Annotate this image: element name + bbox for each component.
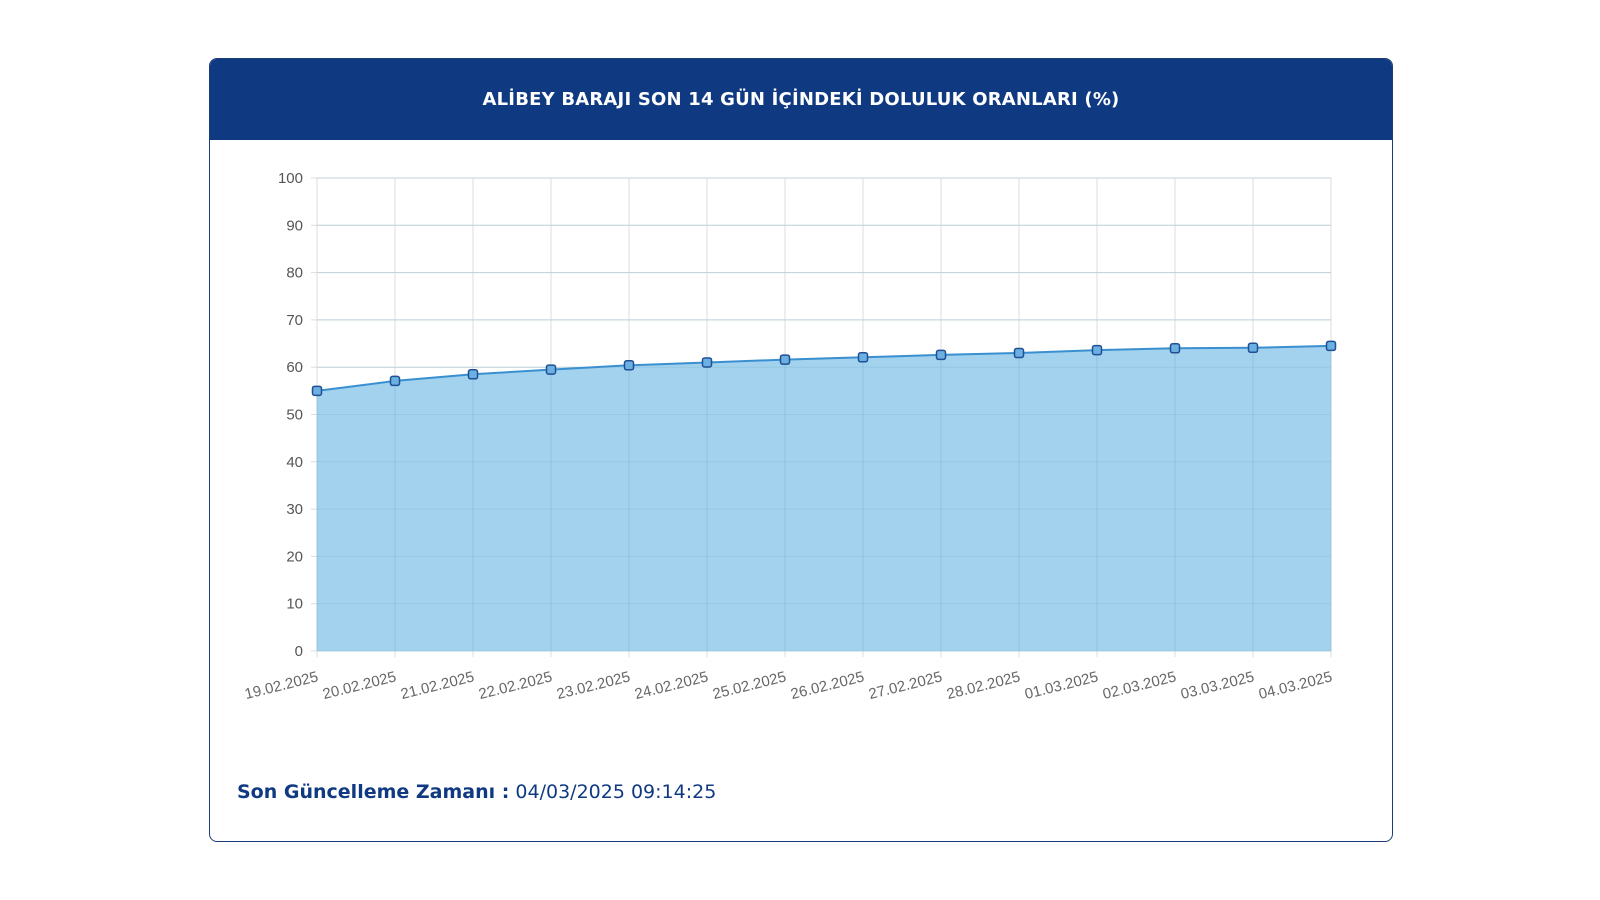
data-point	[1169, 343, 1181, 354]
x-tick-label: 24.02.2025	[633, 668, 710, 703]
data-point	[1247, 342, 1259, 354]
chart-title: ALİBEY BARAJI SON 14 GÜN İÇİNDEKİ DOLULU…	[210, 59, 1392, 140]
x-tick-label: 01.03.2025	[1023, 668, 1100, 703]
data-point	[1325, 340, 1337, 352]
x-tick-label: 23.02.2025	[555, 668, 632, 703]
y-tick-label: 10	[286, 596, 303, 613]
doluluk-chart: 0 10 20 30 40 50 60 70 80 90 100 19.02.2025 20.02.20…	[243, 170, 1337, 703]
y-tick-label: 60	[286, 359, 303, 376]
y-tick-label: 90	[286, 217, 303, 234]
data-point	[701, 357, 713, 368]
data-point	[467, 369, 479, 380]
y-tick-label: 20	[286, 548, 303, 565]
x-tick-label: 19.02.2025	[243, 668, 320, 703]
y-tick-label: 80	[286, 265, 303, 282]
y-tick-label: 50	[286, 407, 303, 424]
x-tick-label: 04.03.2025	[1257, 668, 1334, 703]
series-line	[316, 344, 1332, 392]
data-point	[1091, 344, 1103, 356]
area-fill	[317, 345, 1331, 651]
data-point	[1013, 347, 1025, 359]
y-tick-label: 100	[278, 170, 303, 187]
x-tick-label: 20.02.2025	[321, 668, 398, 703]
data-point	[623, 360, 635, 371]
last-update-label: Son Güncelleme Zamanı :	[237, 781, 510, 803]
last-update: Son Güncelleme Zamanı : 04/03/2025 09:14…	[237, 781, 716, 803]
data-point	[311, 385, 323, 397]
y-tick-label: 30	[286, 501, 303, 518]
y-tick-label: 70	[286, 312, 303, 329]
data-point	[935, 349, 947, 361]
data-point	[389, 375, 401, 387]
x-tick-label: 02.03.2025	[1101, 668, 1178, 703]
x-tick-label: 21.02.2025	[399, 668, 476, 703]
last-update-value: 04/03/2025 09:14:25	[515, 781, 717, 803]
data-point	[545, 364, 557, 375]
data-point	[779, 354, 791, 365]
x-tick-label: 27.02.2025	[867, 668, 944, 703]
chart-card: ALİBEY BARAJI SON 14 GÜN İÇİNDEKİ DOLULU…	[209, 58, 1393, 842]
x-tick-label: 22.02.2025	[477, 668, 554, 703]
x-tick-label: 26.02.2025	[789, 668, 866, 703]
x-tick-label: 25.02.2025	[711, 668, 788, 703]
y-tick-label: 40	[286, 454, 303, 471]
y-tick-label: 0	[295, 643, 303, 660]
chart-area: 0 10 20 30 40 50 60 70 80 90 100 19.02.2025 20.02.20…	[210, 140, 1392, 780]
x-tick-label: 03.03.2025	[1179, 668, 1256, 703]
x-tick-label: 28.02.2025	[945, 668, 1022, 703]
data-point	[857, 352, 869, 363]
